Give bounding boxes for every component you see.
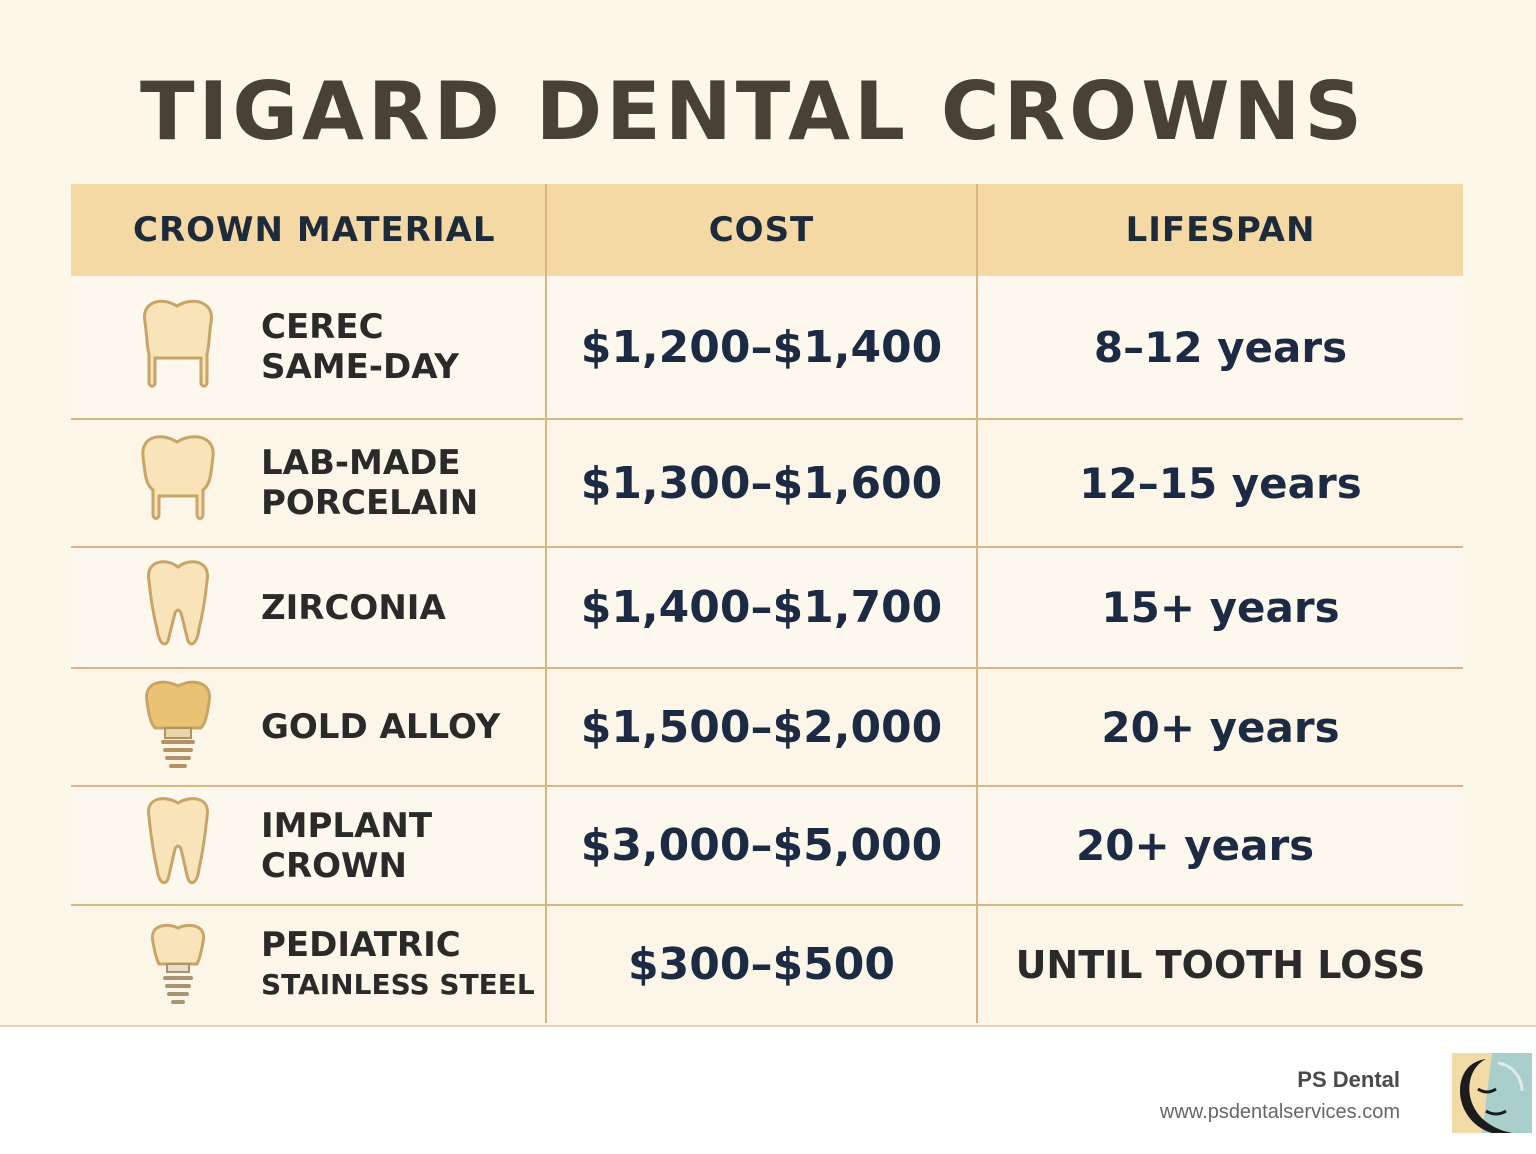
material-name-line2: CROWN <box>261 845 407 886</box>
header-cost: COST <box>547 184 978 276</box>
table-row: LAB-MADE PORCELAIN $1,300–$1,600 12–15 y… <box>71 420 1463 548</box>
molar-tooth-icon <box>147 559 209 645</box>
cost-cell: $1,500–$2,000 <box>547 669 978 785</box>
table-row: ZIRCONIA $1,400–$1,700 15+ years <box>71 548 1463 669</box>
material-cell: CEREC SAME-DAY <box>71 276 547 418</box>
cost-cell: $300–$500 <box>547 906 978 1023</box>
material-name-line2: STAINLESS STEEL <box>261 967 535 1001</box>
material-cell: GOLD ALLOY <box>71 669 547 785</box>
gold-implant-icon <box>145 680 211 768</box>
material-name-line1: ZIRCONIA <box>261 587 446 628</box>
crown-tooth-icon <box>143 299 213 388</box>
table-row: GOLD ALLOY $1,500–$2,000 20+ years <box>71 669 1463 787</box>
table-row: CEREC SAME-DAY $1,200–$1,400 8–12 years <box>71 276 1463 420</box>
material-cell: ZIRCONIA <box>71 548 547 667</box>
material-cell: IMPLANT CROWN <box>71 787 547 904</box>
header-lifespan: LIFESPAN <box>1125 210 1316 250</box>
material-name-line1: IMPLANT <box>261 805 433 846</box>
lifespan-cell: 12–15 years <box>1079 458 1362 508</box>
brand-name: PS Dental <box>1297 1067 1400 1092</box>
brand-block: PS Dental www.psdentalservices.com <box>1160 1067 1400 1124</box>
material-name-line2: SAME-DAY <box>261 347 459 387</box>
cost-cell: $1,400–$1,700 <box>547 548 978 667</box>
page-title: TIGARD DENTAL CROWNS <box>139 65 1366 158</box>
cost-cell: $1,300–$1,600 <box>547 420 978 546</box>
cost-cell: $1,200–$1,400 <box>547 276 978 418</box>
material-cell: PEDIATRIC STAINLESS STEEL <box>71 906 547 1023</box>
lifespan-cell: 15+ years <box>1101 583 1340 632</box>
material-cell: LAB-MADE PORCELAIN <box>71 420 547 546</box>
cost-cell: $3,000–$5,000 <box>547 787 978 904</box>
lifespan-cell: 8–12 years <box>1093 322 1348 372</box>
footer: PS Dental www.psdentalservices.com <box>0 1025 1536 1154</box>
lifespan-cell: 20+ years <box>1076 821 1315 870</box>
material-name-line1: LAB-MADE <box>261 443 461 483</box>
material-name-line1: CEREC <box>261 307 384 347</box>
ps-dental-logo-icon <box>1452 1053 1532 1133</box>
small-implant-icon <box>150 923 206 1004</box>
material-name-line1: PEDIATRIC <box>261 924 461 965</box>
table-row: IMPLANT CROWN $3,000–$5,000 20+ years <box>71 787 1463 906</box>
crown-table: CROWN MATERIAL COST LIFESPAN CEREC SAME-… <box>71 184 1463 1023</box>
table-header-row: CROWN MATERIAL COST LIFESPAN <box>71 184 1463 276</box>
brand-url[interactable]: www.psdentalservices.com <box>1159 1101 1400 1123</box>
lifespan-cell: UNTIL TOOTH LOSS <box>1015 942 1426 987</box>
material-name-line1: GOLD ALLOY <box>261 707 501 747</box>
material-name-line2: PORCELAIN <box>261 483 479 523</box>
lifespan-cell: 20+ years <box>1101 702 1340 752</box>
header-material: CROWN MATERIAL <box>71 184 547 276</box>
crown-tooth-icon <box>141 435 215 520</box>
table-row: PEDIATRIC STAINLESS STEEL $300–$500 UNTI… <box>71 906 1463 1023</box>
tooth-icon <box>147 796 209 884</box>
